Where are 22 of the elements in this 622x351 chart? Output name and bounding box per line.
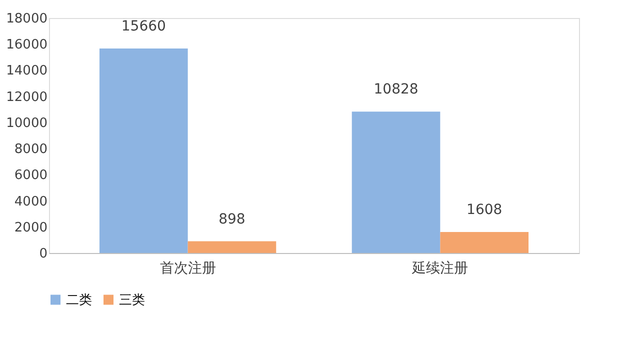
y-tick-label: 0 <box>39 246 48 262</box>
y-tick-label: 4000 <box>14 194 48 210</box>
bar <box>99 48 188 253</box>
data-label: 15660 <box>121 18 166 35</box>
y-tick-label: 16000 <box>6 38 48 53</box>
y-tick-label: 14000 <box>6 64 48 79</box>
data-label: 898 <box>218 211 246 228</box>
legend-label: 二类 <box>66 292 92 308</box>
y-tick-label: 8000 <box>14 142 48 158</box>
y-tick-label: 18000 <box>6 12 48 26</box>
data-label: 10828 <box>374 82 418 98</box>
y-tick-label: 6000 <box>14 168 48 184</box>
x-tick-label: 延续注册 <box>411 260 468 276</box>
x-tick-label: 首次注册 <box>160 260 216 276</box>
y-tick-label: 2000 <box>14 220 48 236</box>
y-tick-label: 12000 <box>6 90 48 105</box>
y-tick-label: 10000 <box>6 116 48 131</box>
legend-label: 三类 <box>119 292 145 308</box>
data-label: 1608 <box>466 202 502 218</box>
bar <box>440 232 529 253</box>
bar <box>352 112 440 253</box>
bar <box>188 241 276 253</box>
